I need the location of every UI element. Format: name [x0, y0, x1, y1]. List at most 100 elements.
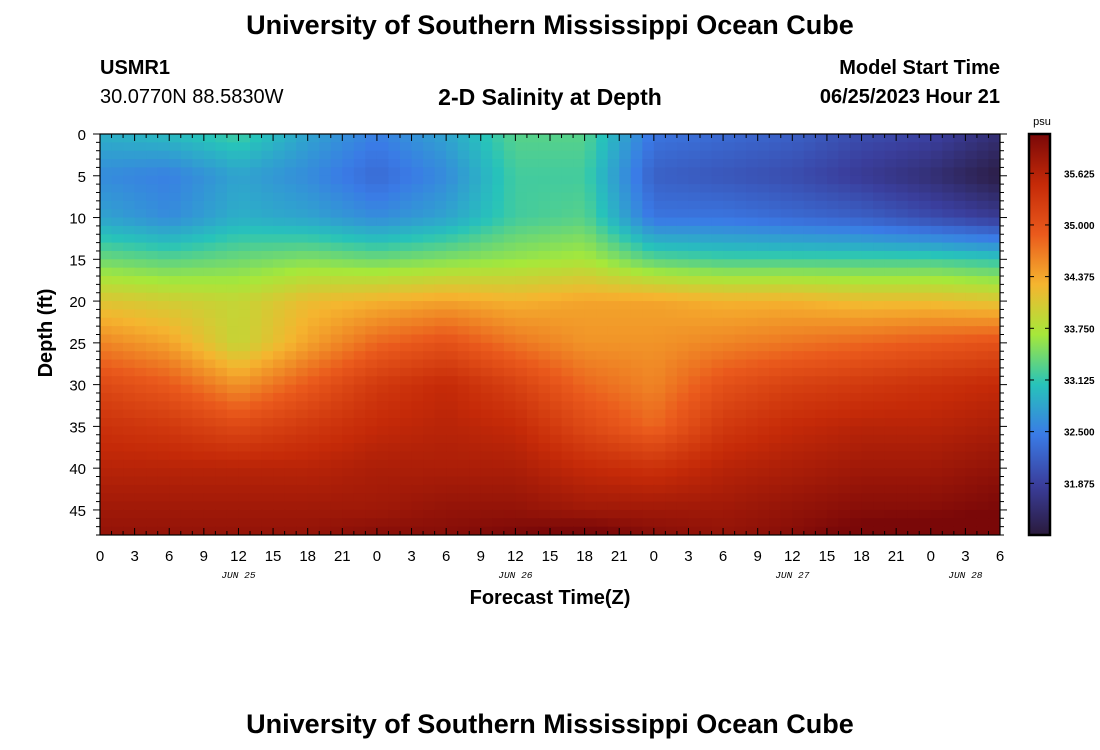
heatmap-cell — [769, 167, 782, 177]
heatmap-cell — [561, 167, 574, 177]
heatmap-cell — [573, 284, 586, 294]
heatmap-cell — [873, 184, 886, 194]
heatmap-cell — [700, 443, 713, 453]
heatmap-cell — [757, 292, 770, 302]
heatmap-cell — [503, 384, 516, 394]
heatmap-cell — [619, 459, 632, 469]
heatmap-cell — [319, 217, 332, 227]
heatmap-cell — [526, 276, 540, 285]
heatmap-cell — [353, 459, 366, 469]
heatmap-cell — [123, 409, 136, 419]
heatmap-cell — [307, 217, 320, 227]
heatmap-cell — [965, 142, 978, 152]
heatmap-cell — [688, 159, 701, 169]
heatmap-cell — [400, 392, 413, 402]
heatmap-cell — [780, 392, 793, 402]
heatmap-cell — [780, 200, 793, 210]
heatmap-cell — [780, 451, 793, 461]
heatmap-cell — [123, 501, 136, 511]
heatmap-cell — [203, 292, 216, 302]
heatmap-cell — [815, 150, 828, 160]
heatmap-cell — [734, 301, 747, 311]
heatmap-cell — [884, 451, 897, 461]
heatmap-cell — [250, 292, 263, 302]
heatmap-cell — [226, 418, 240, 427]
heatmap-cell — [550, 292, 563, 302]
heatmap-cell — [561, 384, 574, 394]
heatmap-cell — [215, 334, 228, 344]
heatmap-cell — [480, 250, 493, 260]
heatmap-cell — [100, 418, 113, 427]
heatmap-cell — [526, 476, 540, 486]
heatmap-cell — [100, 484, 113, 494]
heatmap-cell — [746, 267, 759, 277]
heatmap-cell — [642, 134, 655, 143]
heatmap-cell — [838, 443, 851, 453]
heatmap-cell — [803, 367, 816, 377]
heatmap-cell — [607, 309, 620, 319]
heatmap-cell — [446, 175, 459, 185]
heatmap-cell — [757, 418, 770, 427]
heatmap-cell — [146, 443, 159, 453]
heatmap-cell — [988, 509, 1000, 519]
heatmap-cell — [780, 217, 793, 227]
heatmap-cell — [538, 250, 551, 260]
heatmap-cell — [965, 493, 978, 503]
heatmap-cell — [446, 317, 459, 327]
heatmap-cell — [538, 518, 551, 528]
heatmap-cell — [526, 317, 540, 327]
heatmap-cell — [157, 526, 170, 535]
heatmap-cell — [907, 309, 920, 319]
heatmap-cell — [734, 392, 747, 402]
heatmap-cell — [538, 476, 551, 486]
heatmap-cell — [746, 234, 759, 244]
heatmap-cell — [907, 267, 920, 277]
heatmap-cell — [273, 301, 286, 311]
heatmap-cell — [226, 476, 240, 486]
heatmap-cell — [319, 292, 332, 302]
heatmap-cell — [757, 476, 770, 486]
heatmap-cell — [526, 367, 540, 377]
heatmap-cell — [238, 301, 251, 311]
heatmap-cell — [780, 426, 793, 436]
heatmap-cell — [826, 250, 840, 260]
heatmap-cell — [319, 250, 332, 260]
heatmap-cell — [780, 276, 793, 285]
heatmap-cell — [826, 459, 840, 469]
heatmap-cell — [215, 392, 228, 402]
heatmap-cell — [619, 334, 632, 344]
heatmap-cell — [215, 159, 228, 169]
heatmap-cell — [111, 134, 124, 143]
heatmap-cell — [769, 459, 782, 469]
heatmap-cell — [492, 509, 505, 519]
heatmap-cell — [746, 167, 759, 177]
heatmap-cell — [642, 309, 655, 319]
heatmap-cell — [757, 175, 770, 185]
heatmap-cell — [100, 292, 113, 302]
heatmap-cell — [607, 451, 620, 461]
heatmap-cell — [550, 301, 563, 311]
heatmap-cell — [134, 259, 147, 269]
heatmap-cell — [538, 342, 551, 352]
heatmap-cell — [550, 326, 563, 336]
heatmap-cell — [134, 184, 147, 194]
heatmap-cell — [815, 384, 828, 394]
heatmap-cell — [169, 526, 182, 535]
heatmap-cell — [446, 200, 459, 210]
heatmap-cell — [123, 242, 136, 252]
heatmap-cell — [492, 225, 505, 235]
heatmap-cell — [884, 326, 897, 336]
heatmap-cell — [353, 501, 366, 511]
heatmap-cell — [584, 351, 597, 361]
heatmap-cell — [642, 392, 655, 402]
heatmap-cell — [596, 134, 609, 143]
heatmap-cell — [584, 225, 597, 235]
heatmap-cell — [826, 301, 840, 311]
heatmap-cell — [480, 342, 493, 352]
heatmap-cell — [411, 409, 424, 419]
heatmap-cell — [815, 501, 828, 511]
heatmap-cell — [411, 150, 424, 160]
heatmap-cell — [157, 225, 170, 235]
heatmap-cell — [284, 468, 297, 478]
heatmap-cell — [815, 451, 828, 461]
